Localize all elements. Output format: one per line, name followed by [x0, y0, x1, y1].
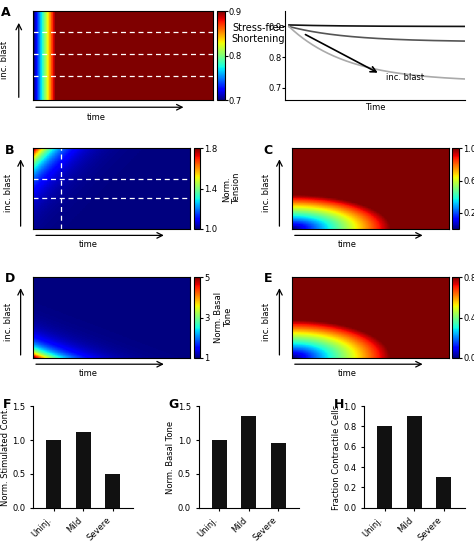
Text: inc. blast: inc. blast [263, 174, 271, 212]
Bar [212, 440, 227, 508]
Y-axis label: Norm. Stimulated Cont.: Norm. Stimulated Cont. [0, 407, 9, 507]
Text: inc. blast: inc. blast [385, 73, 424, 81]
Text: time: time [79, 240, 98, 249]
Text: time: time [337, 369, 356, 378]
Text: inc. blast: inc. blast [263, 302, 271, 340]
Text: G: G [169, 398, 179, 411]
Text: B: B [5, 143, 14, 157]
Bar [46, 440, 61, 508]
Text: C: C [264, 143, 273, 157]
X-axis label: Time: Time [365, 103, 385, 112]
Bar [407, 416, 422, 508]
Y-axis label: Norm. Basal
Tone: Norm. Basal Tone [214, 292, 234, 343]
Text: time: time [79, 369, 98, 378]
Text: time: time [87, 113, 106, 122]
Bar [241, 416, 256, 508]
Text: inc. blast: inc. blast [4, 174, 12, 212]
Text: D: D [5, 272, 15, 286]
Bar [76, 432, 91, 508]
Text: Stress-free
Shortening: Stress-free Shortening [231, 23, 285, 44]
Text: A: A [1, 6, 10, 19]
Text: inc. blast: inc. blast [4, 302, 12, 340]
Bar [377, 426, 392, 508]
Text: H: H [334, 398, 345, 411]
Bar [437, 477, 451, 508]
Bar [105, 474, 120, 508]
Text: inc. blast: inc. blast [0, 41, 9, 79]
Text: time: time [337, 240, 356, 249]
Bar [271, 444, 286, 508]
Text: E: E [264, 272, 272, 286]
Text: F: F [3, 398, 11, 411]
Y-axis label: Norm. Basal Tone: Norm. Basal Tone [166, 420, 175, 493]
Y-axis label: Fraction Contractile Cells: Fraction Contractile Cells [331, 405, 340, 509]
Y-axis label: Norm.
Tension: Norm. Tension [222, 173, 241, 204]
